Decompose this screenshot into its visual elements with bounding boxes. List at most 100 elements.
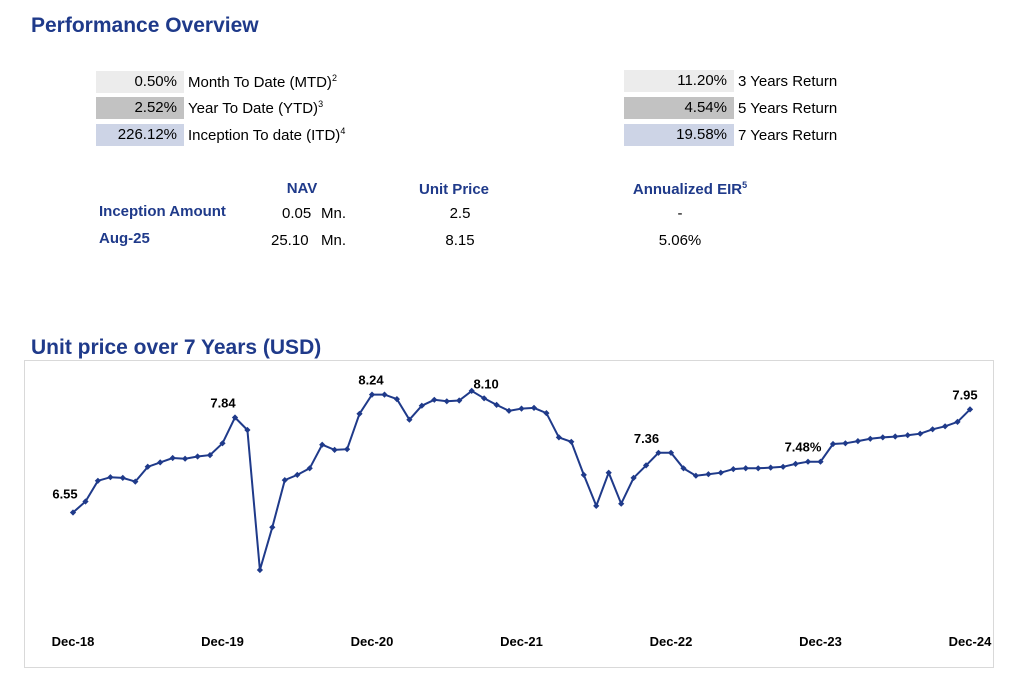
mtd-footnote: 2 — [331, 73, 337, 83]
data-point — [381, 391, 388, 398]
aug25-unit-price: 8.15 — [445, 232, 475, 249]
data-point — [867, 435, 874, 442]
aug25-nav: 25.10 — [271, 232, 309, 249]
eir-header: Annualized EIR5 — [632, 180, 748, 198]
data-label: 7.36 — [634, 431, 659, 446]
data-point — [879, 434, 886, 441]
data-point — [804, 458, 812, 465]
data-point — [518, 405, 525, 412]
inception-unit-price: 2.5 — [449, 205, 471, 222]
data-label: 8.10 — [473, 376, 498, 391]
return-row-7y: 19.58% 7 Years Return — [624, 123, 837, 147]
unit-price-header: Unit Price — [418, 181, 490, 198]
data-point — [917, 430, 924, 437]
itd-label: Inception To date (ITD)4 — [188, 126, 346, 144]
data-point — [705, 471, 712, 478]
7y-value: 19.58% — [624, 124, 734, 146]
data-point — [107, 474, 114, 481]
data-point — [717, 469, 724, 476]
chart-area: 6.55 7.84 8.24 8.10 7.36 7.48% 7.95 Dec-18 Dec-1… — [24, 360, 994, 668]
x-tick-label: Dec-22 — [650, 634, 693, 649]
data-point — [269, 524, 276, 531]
data-point — [393, 395, 401, 403]
data-point — [169, 454, 176, 462]
data-point — [530, 404, 538, 412]
data-point — [779, 463, 787, 470]
x-tick-label: Dec-23 — [799, 634, 842, 649]
performance-title: Performance Overview — [31, 14, 259, 37]
data-point — [231, 414, 239, 421]
return-row-5y: 4.54% 5 Years Return — [624, 96, 837, 120]
x-tick-label: Dec-18 — [52, 634, 95, 649]
return-row-3y: 11.20% 3 Years Return — [624, 69, 837, 93]
data-point — [181, 455, 189, 462]
data-point — [618, 500, 625, 507]
mtd-label: Month To Date (MTD)2 — [188, 73, 337, 91]
data-point — [157, 459, 164, 466]
data-point — [642, 462, 650, 469]
inception-row-label: Inception Amount — [99, 203, 226, 220]
data-point — [767, 464, 774, 471]
return-row-ytd: 2.52% Year To Date (YTD)3 — [96, 96, 323, 120]
data-point — [929, 426, 936, 433]
data-point — [792, 460, 799, 468]
inception-nav-unit: Mn. — [321, 205, 347, 222]
mtd-value: 0.50% — [96, 71, 184, 93]
ytd-footnote: 3 — [318, 99, 324, 109]
data-point — [730, 465, 737, 473]
chart-title: Unit price over 7 Years (USD) — [31, 336, 322, 359]
5y-value: 4.54% — [624, 97, 734, 119]
eir-footnote: 5 — [742, 180, 748, 190]
x-tick-label: Dec-24 — [949, 634, 992, 649]
data-label: 8.24 — [358, 373, 384, 388]
data-point — [842, 440, 849, 447]
data-point — [580, 471, 587, 479]
data-point — [206, 451, 214, 459]
data-point — [343, 446, 351, 453]
ytd-value: 2.52% — [96, 97, 184, 119]
series-line — [72, 389, 971, 571]
data-point — [904, 432, 911, 439]
aug25-nav-unit: Mn. — [321, 232, 347, 249]
data-point — [244, 426, 251, 434]
ytd-label: Year To Date (YTD)3 — [188, 99, 324, 117]
return-row-itd: 226.12% Inception To date (ITD)4 — [96, 123, 345, 147]
data-point — [755, 465, 762, 472]
data-point — [331, 446, 338, 454]
data-label: 7.95 — [952, 387, 977, 402]
data-point — [443, 398, 450, 405]
itd-footnote: 4 — [340, 126, 346, 136]
7y-label: 7 Years Return — [738, 126, 838, 144]
nav-header: NAV — [286, 180, 318, 197]
data-point — [941, 423, 949, 430]
return-row-mtd: 0.50% Month To Date (MTD)2 — [96, 70, 337, 94]
5y-label: 5 Years Return — [738, 99, 838, 117]
inception-nav: 0.05 — [282, 205, 312, 222]
data-label: 6.55 — [52, 487, 77, 502]
unit-price-chart: 6.55 7.84 8.24 8.10 7.36 7.48% 7.95 Dec-18 Dec-1… — [52, 373, 992, 649]
x-tick-label: Dec-20 — [351, 634, 394, 649]
data-point — [505, 407, 513, 414]
itd-value: 226.12% — [96, 124, 184, 146]
data-point — [119, 474, 126, 482]
data-point — [281, 476, 288, 484]
data-point — [256, 566, 264, 574]
aug25-eir: 5.06% — [658, 232, 702, 249]
data-point — [431, 396, 438, 403]
data-point — [742, 465, 749, 472]
data-point — [593, 502, 600, 509]
data-point — [854, 437, 862, 445]
data-point — [605, 469, 612, 476]
inception-eir: - — [677, 205, 683, 222]
data-label: 7.84 — [210, 396, 236, 411]
data-point — [892, 433, 899, 440]
3y-label: 3 Years Return — [738, 72, 838, 90]
3y-value: 11.20% — [624, 70, 734, 92]
x-tick-label: Dec-21 — [500, 634, 543, 649]
data-point — [630, 474, 637, 482]
aug25-row-label: Aug-25 — [99, 230, 150, 247]
data-point — [568, 438, 575, 445]
data-point — [194, 453, 201, 460]
data-label: 7.48% — [785, 440, 822, 455]
x-tick-label: Dec-19 — [201, 634, 244, 649]
